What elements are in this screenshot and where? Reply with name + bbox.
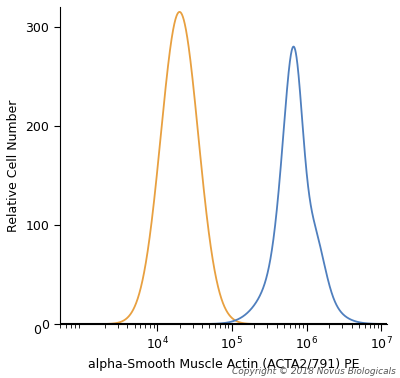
Y-axis label: Relative Cell Number: Relative Cell Number <box>7 99 20 232</box>
X-axis label: alpha-Smooth Muscle Actin (ACTA2/791) PE: alpha-Smooth Muscle Actin (ACTA2/791) PE <box>88 358 359 371</box>
Text: Copyright © 2018 Novus Biologicals: Copyright © 2018 Novus Biologicals <box>232 367 396 376</box>
Text: 0: 0 <box>33 324 41 337</box>
